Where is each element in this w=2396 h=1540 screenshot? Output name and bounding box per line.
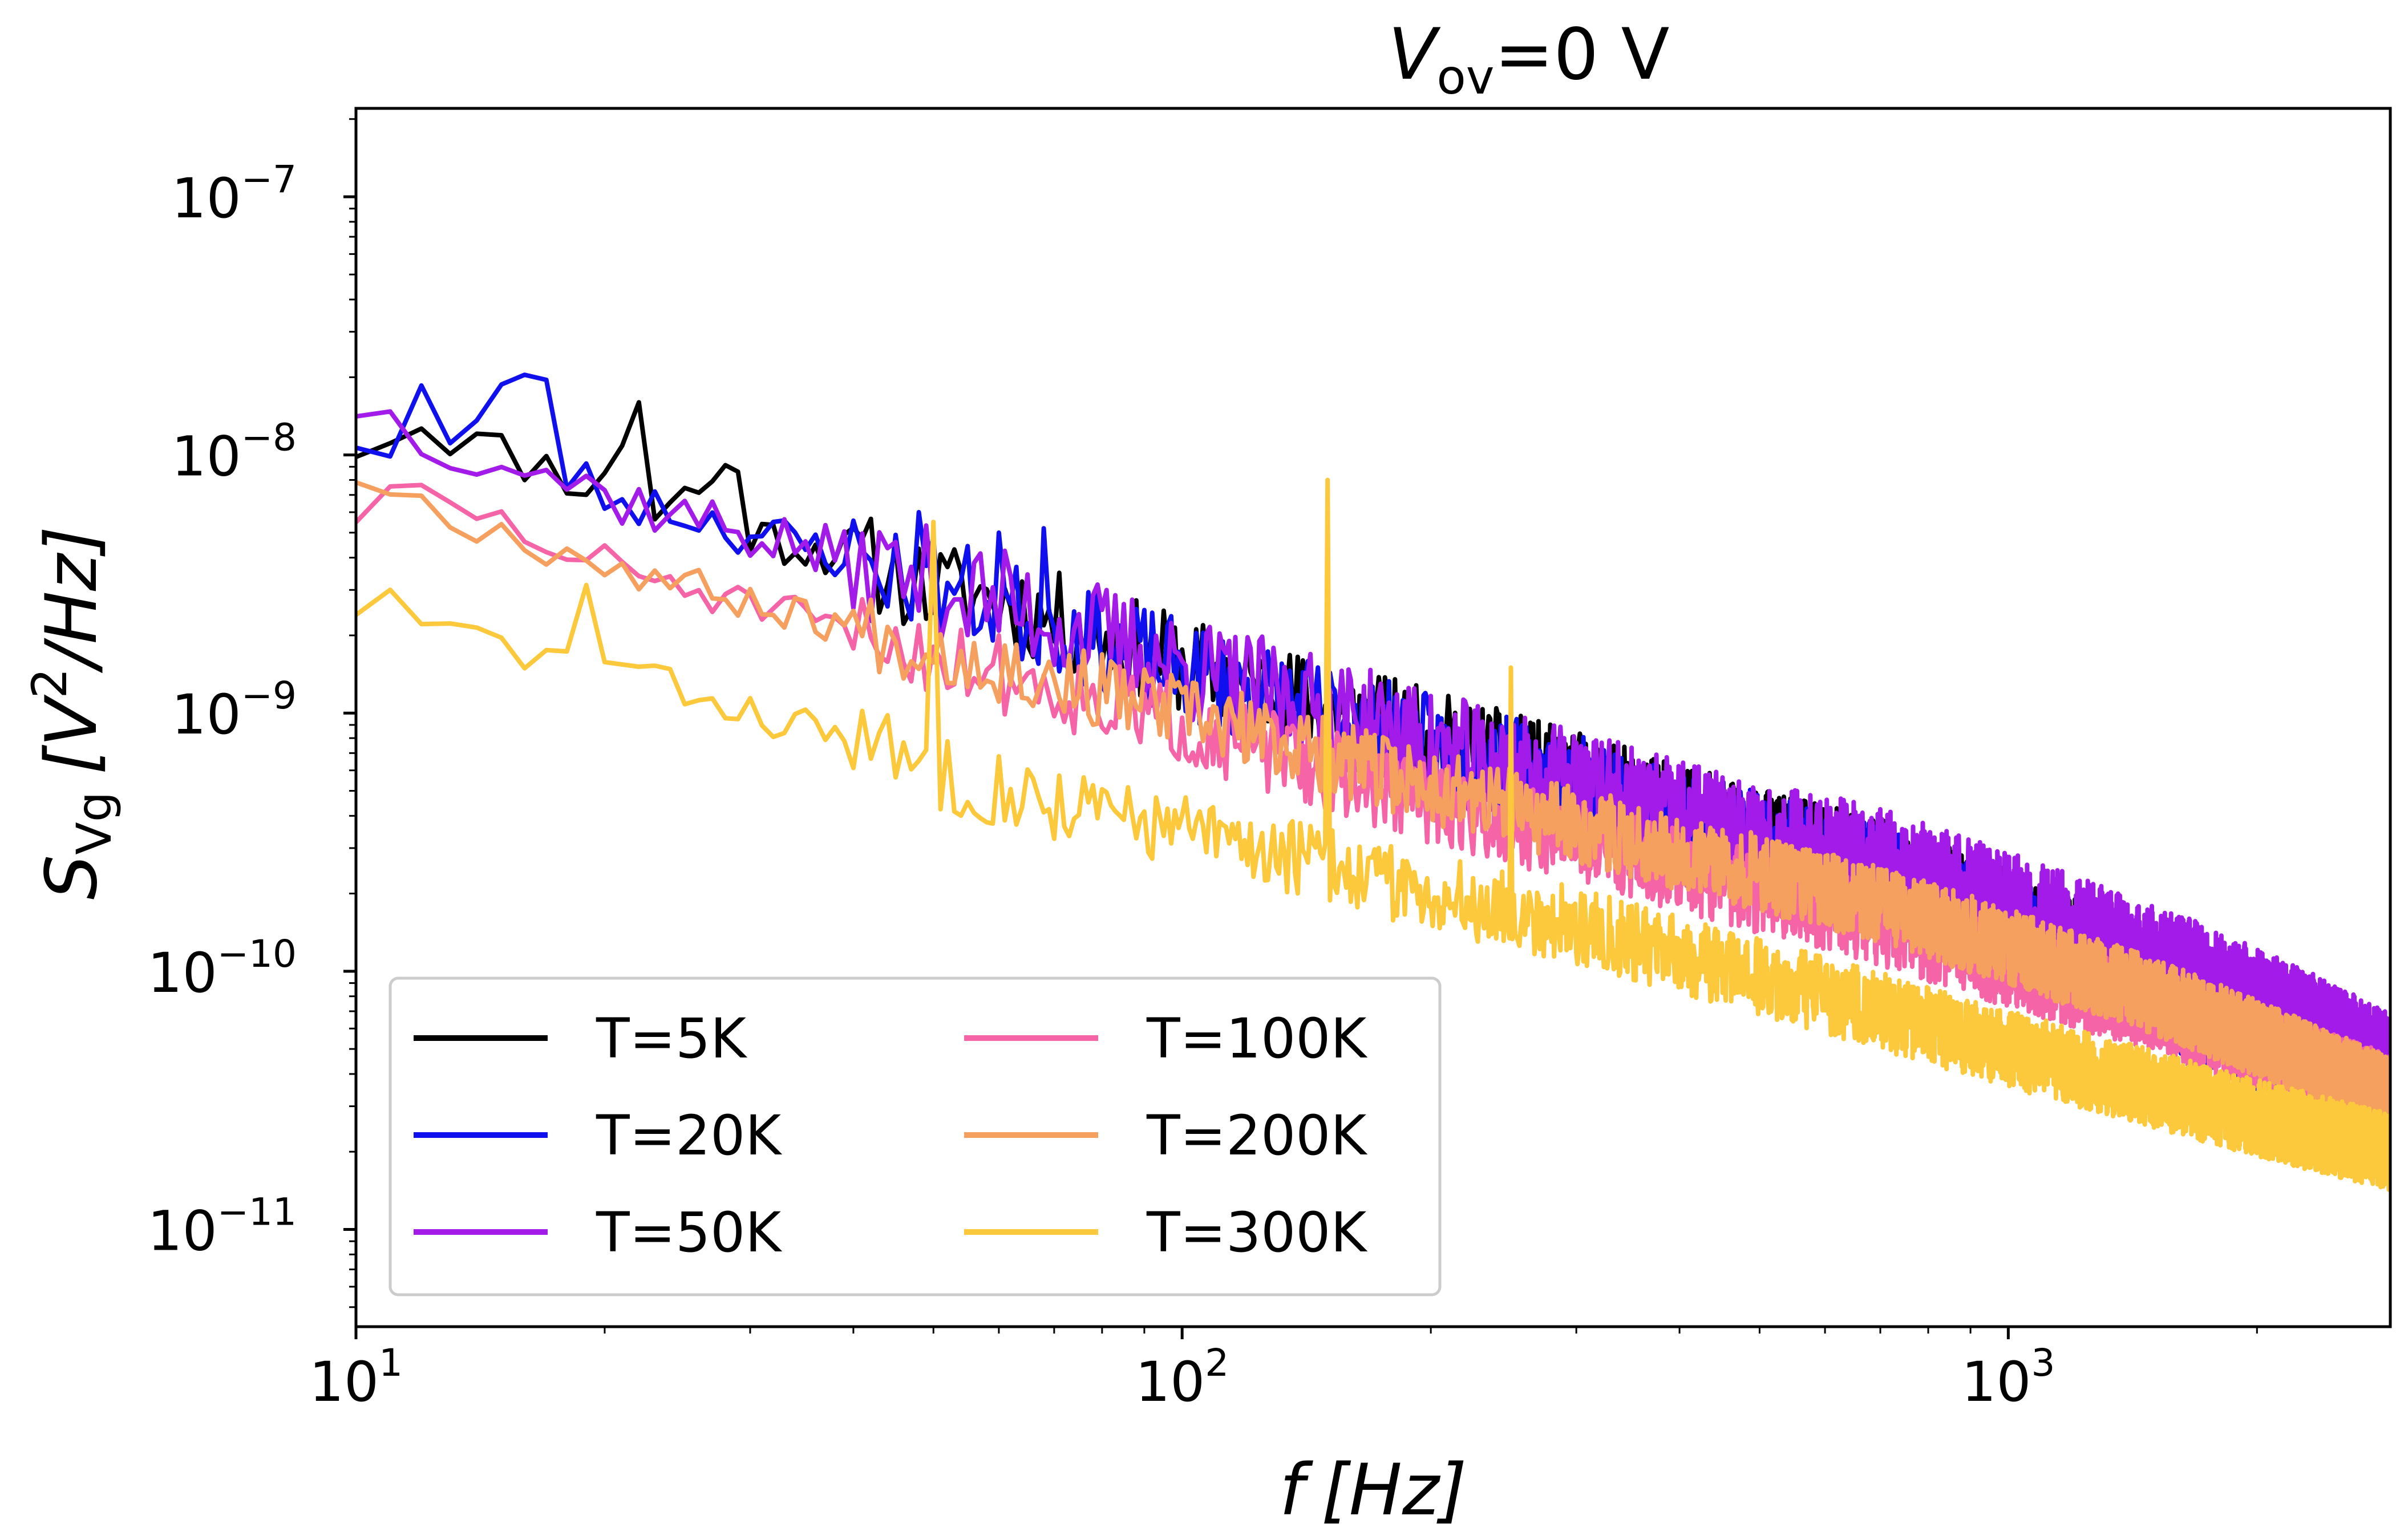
plot-frame <box>354 107 2392 1328</box>
legend-label: T=50K <box>596 1201 782 1265</box>
x-axis-label: f [Hz] <box>1280 1449 1467 1531</box>
y-axis-label: SVg [V2/Hz] <box>22 526 122 900</box>
y-tick-label: 10−7 <box>172 157 297 230</box>
legend-label: T=200K <box>1146 1104 1367 1168</box>
legend-label: T=300K <box>1146 1201 1367 1265</box>
y-tick-label: 10−8 <box>172 416 297 489</box>
y-tick-label: 10−9 <box>172 674 297 747</box>
xlabel-unit: [Hz] <box>1321 1449 1467 1531</box>
title-var: V <box>1389 14 1442 96</box>
tick-layer: 101 102 103 10−11 10−10 10−9 10−8 10−7 <box>148 118 2258 1414</box>
x-tick-label: 103 <box>1961 1341 2055 1414</box>
ylabel-close: /Hz] <box>31 526 113 674</box>
ylabel-var: S <box>31 855 113 900</box>
series-line-t-300k <box>356 477 2390 1192</box>
legend-box <box>388 976 1442 1296</box>
xlabel-var: f <box>1280 1449 1314 1531</box>
ylabel-sup: 2 <box>22 668 78 698</box>
y-tick-label: 10−11 <box>148 1190 297 1263</box>
y-tick-label: 10−10 <box>148 932 297 1005</box>
x-tick-label: 102 <box>1135 1341 1229 1414</box>
legend-label: T=5K <box>596 1007 747 1071</box>
legend: T=5K T=20K T=50K T=100K T=200K T=300K <box>388 976 1442 1296</box>
title-sub: ov <box>1436 49 1494 105</box>
legend-label: T=100K <box>1146 1007 1367 1071</box>
legend-label: T=20K <box>596 1104 782 1168</box>
x-tick-label: 101 <box>309 1341 403 1414</box>
title-rest: =0 V <box>1494 14 1669 96</box>
chart-title: Vov=0 V <box>1389 14 1670 105</box>
series-line-t-200k <box>356 480 2390 1135</box>
ylabel-sub: Vg <box>66 792 122 855</box>
ylabel-open: [V <box>31 694 113 774</box>
series-layer <box>356 372 2390 1192</box>
